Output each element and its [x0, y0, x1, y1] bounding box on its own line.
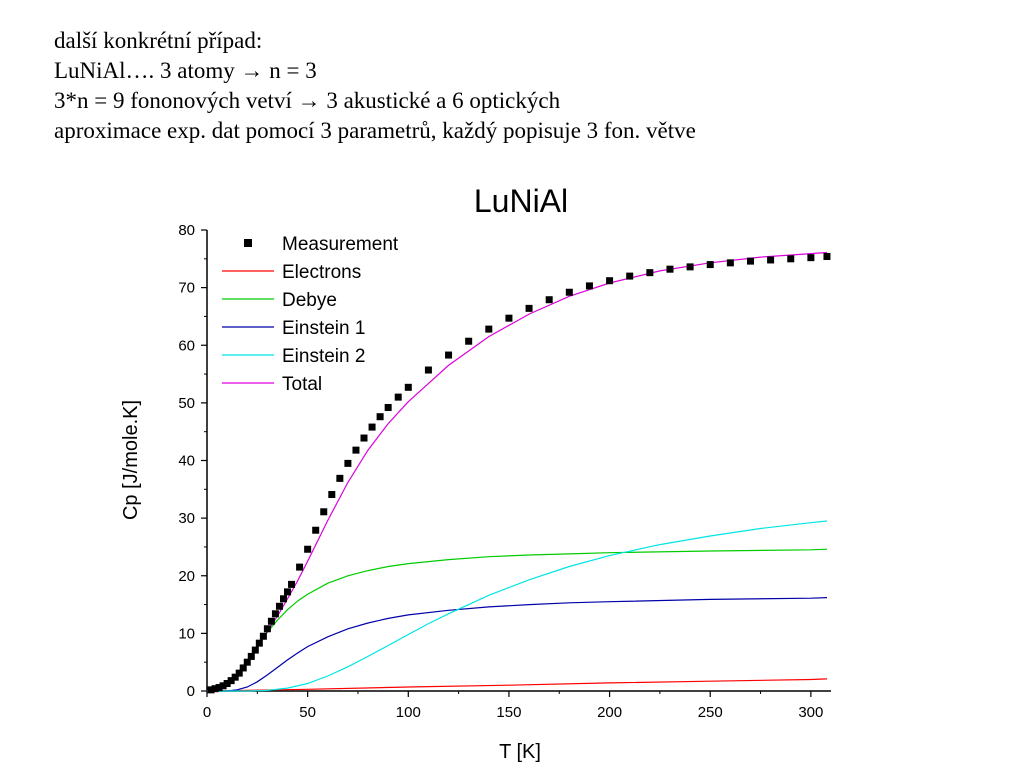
- data-point-measurement: [211, 685, 219, 693]
- data-point-measurement: [251, 646, 259, 654]
- data-point-measurement: [767, 256, 775, 264]
- data-point-measurement: [394, 393, 402, 401]
- data-point-measurement: [376, 413, 384, 421]
- legend: Measurement Electrons Debye Einstein 1 Einst…: [222, 234, 399, 395]
- legend-label-debye: Debye: [282, 290, 337, 311]
- data-point-measurement: [284, 588, 292, 596]
- data-point-measurement: [231, 673, 239, 681]
- y-tick-label: 70: [178, 280, 195, 297]
- data-point-measurement: [227, 677, 235, 685]
- data-point-measurement: [219, 682, 227, 690]
- data-point-measurement: [247, 652, 255, 660]
- x-tick-label: 300: [798, 704, 823, 721]
- data-point-measurement: [686, 263, 694, 271]
- data-point-measurement: [565, 288, 573, 296]
- data-point-measurement: [545, 296, 553, 304]
- data-point-measurement: [485, 325, 493, 333]
- text-line-3: 3*n = 9 fononových vetví → 3 akustické a…: [54, 88, 561, 113]
- legend-label-electrons: Electrons: [282, 262, 361, 283]
- legend-label-einstein-2: Einstein 2: [282, 346, 365, 367]
- data-point-measurement: [646, 269, 654, 277]
- data-point-measurement: [259, 632, 267, 640]
- data-point-measurement: [585, 282, 593, 290]
- data-point-measurement: [626, 272, 634, 280]
- data-point-measurement: [275, 602, 283, 610]
- data-point-measurement: [666, 265, 674, 273]
- data-point-measurement: [706, 261, 714, 269]
- y-tick-label: 20: [178, 568, 195, 585]
- x-tick-label: 50: [299, 704, 316, 721]
- data-point-measurement: [312, 526, 320, 534]
- y-tick-label: 30: [178, 510, 195, 527]
- legend-label-einstein-1: Einstein 1: [282, 318, 365, 339]
- axis-ticks: 0 50 100 150 200 250 300 0 10 20 30 40 50 60 70 80: [178, 222, 823, 721]
- data-point-measurement: [445, 351, 453, 359]
- data-point-measurement: [207, 686, 215, 694]
- data-point-measurement: [235, 669, 243, 677]
- x-axis-label: T [K]: [499, 741, 541, 763]
- y-tick-label: 50: [178, 395, 195, 412]
- data-point-measurement: [223, 680, 231, 688]
- data-point-measurement: [328, 490, 336, 498]
- y-tick-label: 60: [178, 337, 195, 354]
- x-tick-label: 150: [496, 704, 521, 721]
- x-tick-label: 0: [203, 704, 211, 721]
- data-point-measurement: [787, 255, 795, 263]
- y-tick-label: 80: [178, 222, 195, 239]
- data-point-measurement: [746, 257, 754, 265]
- data-point-measurement: [215, 684, 223, 692]
- series-line-einstein-2: [207, 520, 828, 692]
- data-point-measurement: [336, 474, 344, 482]
- data-point-measurement: [465, 337, 473, 345]
- data-point-measurement: [404, 383, 412, 391]
- data-point-measurement: [344, 459, 352, 467]
- data-point-measurement: [271, 610, 279, 618]
- data-point-measurement: [384, 403, 392, 411]
- data-point-measurement: [296, 563, 304, 571]
- data-series: [206, 251, 831, 694]
- data-point-measurement: [505, 314, 513, 322]
- data-point-measurement: [288, 580, 296, 588]
- series-line-electrons: [206, 678, 828, 692]
- data-point-measurement: [606, 277, 614, 285]
- data-point-measurement: [320, 508, 328, 516]
- data-point-measurement: [267, 617, 275, 625]
- data-point-measurement: [823, 253, 831, 261]
- data-point-measurement: [255, 639, 263, 647]
- data-point-measurement: [424, 366, 432, 374]
- text-line-1: další konkrétní případ:: [54, 28, 263, 53]
- data-point-measurement: [726, 259, 734, 267]
- data-point-measurement: [263, 625, 271, 633]
- y-axis-label: Cp [J/mole.K]: [120, 400, 142, 520]
- data-point-measurement: [279, 595, 287, 603]
- legend-label-total: Total: [282, 374, 322, 395]
- data-point-measurement: [807, 254, 815, 262]
- slide-text: další konkrétní případ: LuNiAl…. 3 atomy…: [54, 26, 696, 146]
- data-point-measurement: [243, 658, 251, 666]
- legend-marker-measurement: [244, 239, 252, 247]
- text-line-4: aproximace exp. dat pomocí 3 parametrů, …: [54, 118, 696, 143]
- x-tick-label: 250: [698, 704, 723, 721]
- text-line-2: LuNiAl…. 3 atomy → n = 3: [54, 58, 317, 83]
- data-point-measurement: [368, 423, 376, 431]
- data-point-measurement: [525, 304, 533, 312]
- chart-title: LuNiAl: [474, 183, 568, 219]
- x-tick-label: 200: [597, 704, 622, 721]
- y-tick-label: 10: [178, 625, 195, 642]
- data-point-measurement: [352, 446, 360, 454]
- y-tick-label: 40: [178, 453, 195, 470]
- data-point-measurement: [304, 545, 312, 553]
- legend-label-measurement: Measurement: [282, 234, 399, 255]
- data-point-measurement: [239, 664, 247, 672]
- series-line-einstein-1: [207, 597, 828, 692]
- x-tick-label: 100: [396, 704, 421, 721]
- y-tick-label: 0: [187, 683, 195, 700]
- data-point-measurement: [360, 434, 368, 442]
